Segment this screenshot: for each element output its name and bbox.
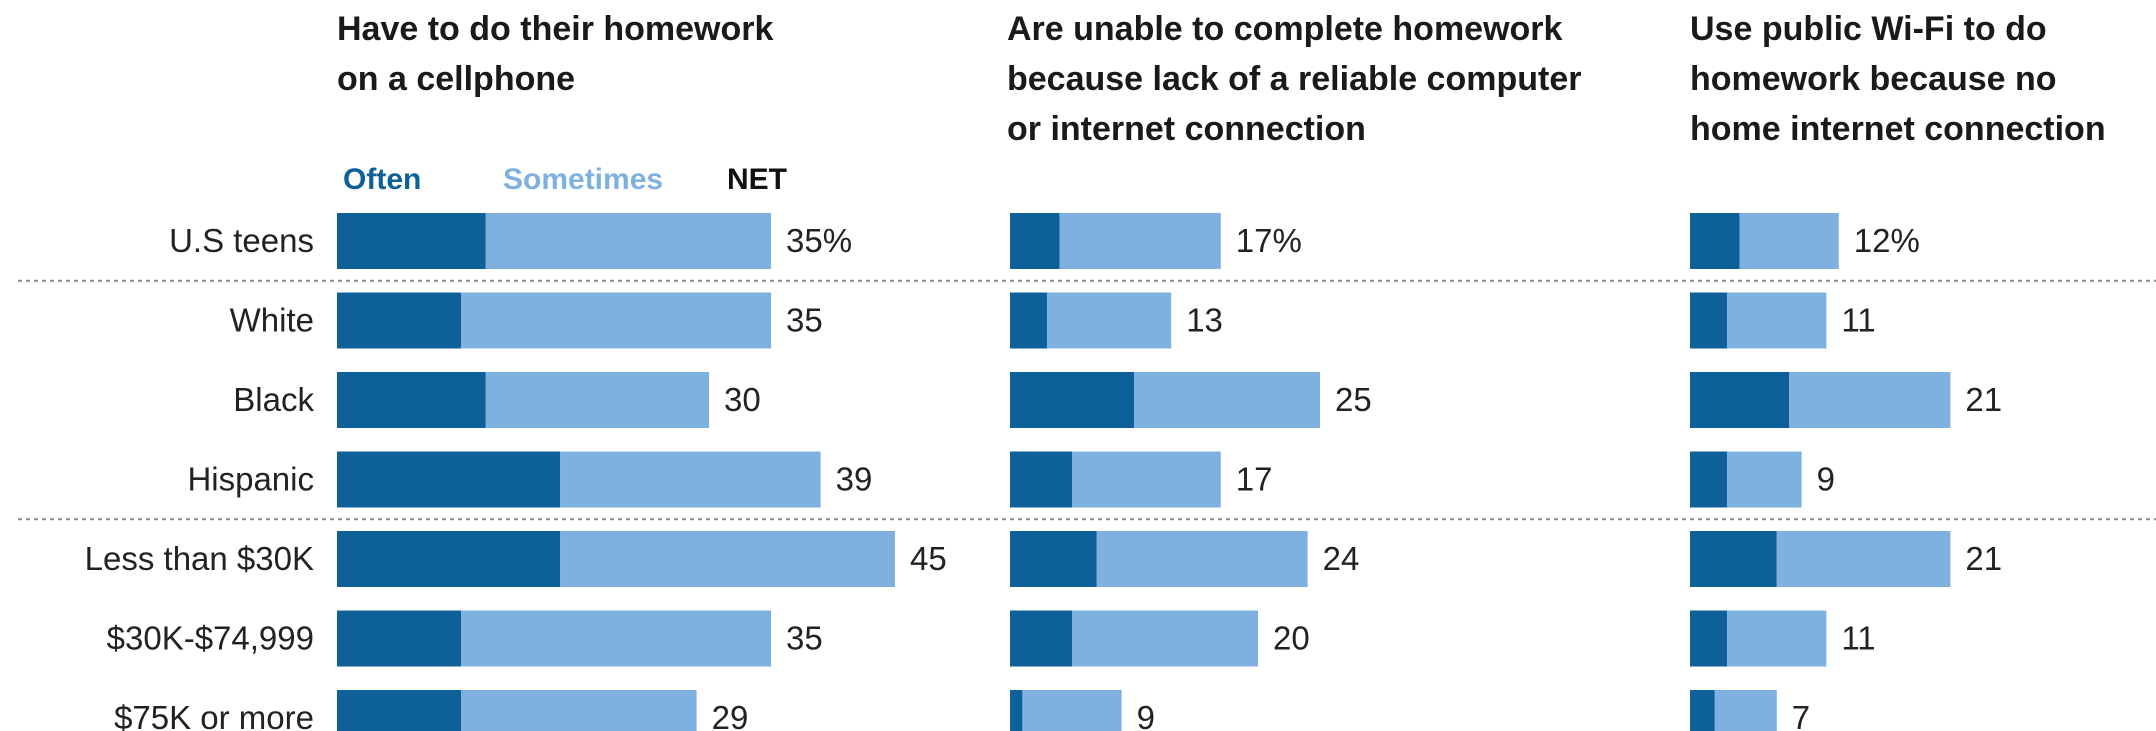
bar-sometimes — [485, 213, 771, 269]
bar-often — [337, 610, 461, 667]
value-labels: 35% 35 30 39 45 35 29 17% 13 25 17 24 20 9 12% 11 21 9 21 1… — [712, 222, 2003, 731]
panel-2-title-line-3: or internet connection — [1007, 110, 1366, 148]
value-label-net: 9 — [1137, 699, 1155, 731]
bar-often — [1690, 292, 1728, 349]
value-label-net: 17 — [1236, 461, 1273, 498]
row-label: Black — [233, 381, 314, 418]
bar-often — [1010, 292, 1048, 349]
bar-sometimes — [461, 690, 697, 731]
bar-sometimes — [1714, 690, 1777, 731]
bar-sometimes — [1789, 372, 1951, 428]
bar-sometimes — [1059, 213, 1221, 269]
bar-often — [1010, 610, 1072, 667]
bar-often — [337, 372, 486, 428]
panel-2-title-line-2: because lack of a reliable computer — [1007, 60, 1581, 98]
bar-often — [337, 292, 461, 349]
bar-often — [1690, 372, 1790, 428]
bar-sometimes — [1022, 690, 1122, 731]
bar-often — [1690, 610, 1728, 667]
bar-sometimes — [1727, 610, 1827, 667]
value-label-net: 29 — [712, 699, 749, 731]
row-labels: U.S teens White Black Hispanic Less than $30… — [85, 222, 315, 731]
bar-sometimes — [1134, 372, 1320, 428]
bar-often — [1690, 213, 1740, 269]
bar-often — [337, 213, 486, 269]
panel-3-title-line-2: homework because no — [1690, 60, 2057, 98]
legend-often: Often — [343, 163, 421, 196]
bar-often — [337, 531, 561, 587]
value-label-net: 12% — [1854, 222, 1920, 259]
panel-1-title-line-1: Have to do their homework — [337, 10, 773, 48]
bar-sometimes — [1096, 531, 1308, 587]
value-label-net: 9 — [1817, 461, 1835, 498]
bar-sometimes — [1727, 292, 1827, 349]
bar-sometimes — [461, 292, 771, 349]
panel-3-title: Use public Wi-Fi to do homework because … — [1690, 10, 2106, 148]
panel-3-title-line-1: Use public Wi-Fi to do — [1690, 10, 2047, 48]
value-label-net: 39 — [836, 461, 873, 498]
value-label-net: 11 — [1841, 620, 1875, 657]
value-label-net: 11 — [1841, 302, 1875, 339]
value-label-net: 21 — [1965, 381, 2002, 418]
bar-often — [1010, 451, 1072, 508]
value-label-net: 21 — [1965, 540, 2002, 577]
row-label: Less than $30K — [85, 540, 314, 577]
row-label: White — [230, 302, 314, 339]
bar-sometimes — [461, 610, 771, 667]
value-label-net: 24 — [1323, 540, 1360, 577]
row-label: Hispanic — [187, 461, 314, 498]
bar-sometimes — [1072, 451, 1221, 508]
value-label-net: 45 — [910, 540, 947, 577]
row-label: $30K-$74,999 — [107, 620, 314, 657]
panel-3-title-line-3: home internet connection — [1690, 110, 2106, 148]
bar-often — [1010, 690, 1023, 731]
bar-often — [1010, 531, 1097, 587]
panel-1-title: Have to do their homework on a cellphone — [337, 10, 773, 98]
value-label-net: 35% — [786, 222, 852, 259]
bar-sometimes — [1739, 213, 1839, 269]
bar-often — [1690, 531, 1777, 587]
bar-often — [1010, 372, 1134, 428]
legend-sometimes: Sometimes — [503, 163, 663, 196]
row-label: U.S teens — [169, 222, 314, 259]
bar-sometimes — [1776, 531, 1951, 587]
bar-sometimes — [560, 531, 895, 587]
value-label-net: 20 — [1273, 620, 1310, 657]
value-label-net: 13 — [1186, 302, 1223, 339]
value-label-net: 25 — [1335, 381, 1372, 418]
row-label: $75K or more — [114, 699, 314, 731]
value-label-net: 7 — [1792, 699, 1810, 731]
legend: Often Sometimes NET — [343, 163, 787, 196]
bar-often — [337, 690, 461, 731]
bar-often — [337, 451, 561, 508]
bar-often — [1690, 690, 1715, 731]
panel-2-title: Are unable to complete homework because … — [1007, 10, 1581, 148]
value-label-net: 30 — [724, 381, 761, 418]
bar-sometimes — [1072, 610, 1258, 667]
bars — [337, 213, 1951, 731]
bar-sometimes — [485, 372, 709, 428]
bar-often — [1690, 451, 1728, 508]
value-label-net: 35 — [786, 620, 823, 657]
panel-2-title-line-1: Are unable to complete homework — [1007, 10, 1563, 48]
value-label-net: 17% — [1236, 222, 1302, 259]
panel-1-title-line-2: on a cellphone — [337, 60, 575, 98]
bar-sometimes — [1727, 451, 1802, 508]
bar-sometimes — [1047, 292, 1172, 349]
legend-net: NET — [727, 163, 787, 196]
bar-sometimes — [560, 451, 821, 508]
bar-often — [1010, 213, 1060, 269]
value-label-net: 35 — [786, 302, 823, 339]
